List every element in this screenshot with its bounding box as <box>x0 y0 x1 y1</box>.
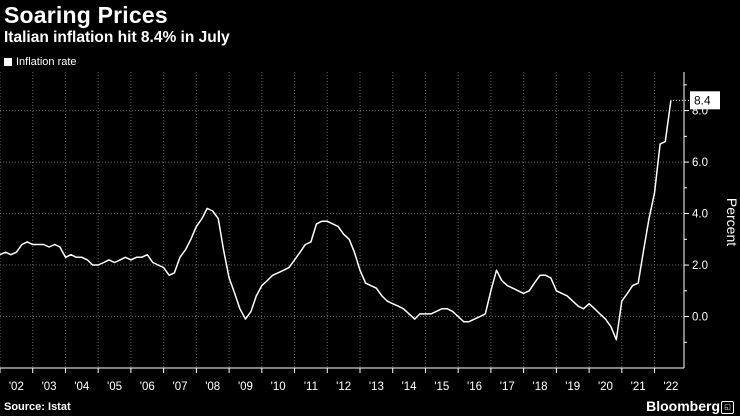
x-tick-label: '07 <box>173 381 188 393</box>
x-tick-label: '02 <box>9 381 24 393</box>
x-tick-label: '06 <box>140 381 155 393</box>
x-tick-label: '16 <box>467 381 482 393</box>
x-tick-label: '13 <box>369 381 384 393</box>
brand-mark-icon: ◱ <box>721 401 734 414</box>
chart-title: Soaring Prices <box>4 2 168 28</box>
x-tick-label: '22 <box>663 381 678 393</box>
x-tick-label: '14 <box>402 381 418 393</box>
x-tick-label: '03 <box>42 381 57 393</box>
x-tick-label: '17 <box>500 381 515 393</box>
x-tick-label: '12 <box>336 381 351 393</box>
x-tick-label: '10 <box>271 381 286 393</box>
legend-swatch <box>4 58 12 66</box>
x-tick-label: '15 <box>434 381 449 393</box>
source-note: Source: Istat <box>4 401 71 413</box>
x-tick-label: '21 <box>631 381 646 393</box>
x-tick-label: '08 <box>205 381 220 393</box>
x-tick-label: '18 <box>533 381 548 393</box>
brand-logo: Bloomberg <box>646 398 720 414</box>
y-axis-title: Percent <box>724 198 740 246</box>
chart-subtitle: Italian inflation hit 8.4% in July <box>4 29 230 46</box>
y-tick-label: 4.0 <box>692 209 708 221</box>
legend: Inflation rate <box>4 56 77 68</box>
x-tick-label: '09 <box>238 381 253 393</box>
x-tick-label: '19 <box>565 381 580 393</box>
x-tick-label: '20 <box>598 381 613 393</box>
last-value-badge <box>690 91 720 110</box>
last-value-label: 8.4 <box>694 93 711 107</box>
last-value-badge-group: 8.4 <box>672 91 720 110</box>
y-tick-label: 6.0 <box>692 157 708 169</box>
y-tick-label: 2.0 <box>692 260 708 272</box>
x-tick-label: '04 <box>74 381 90 393</box>
x-tick-label: '11 <box>304 381 318 393</box>
y-tick-label: 0.0 <box>692 312 708 324</box>
series-line-inflation-rate <box>0 100 672 341</box>
x-tick-label: '05 <box>107 381 122 393</box>
series-layer <box>0 100 672 341</box>
legend-label: Inflation rate <box>16 56 77 68</box>
axes: 0.02.04.06.08.0'02'03'04'05'06'07'08'09 '… <box>0 72 708 393</box>
grid <box>0 72 684 368</box>
